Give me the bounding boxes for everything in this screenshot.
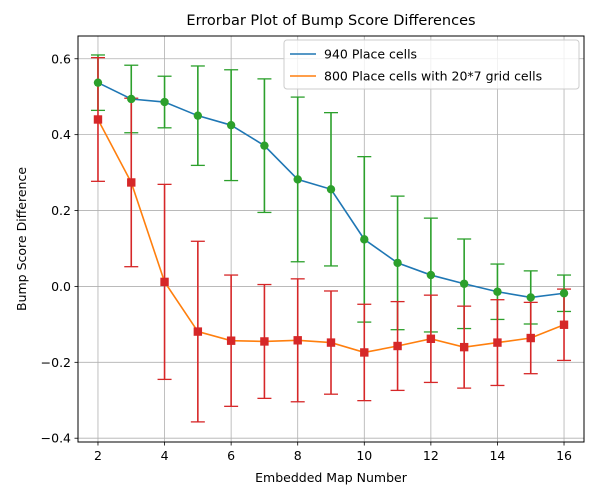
data-point-940-place-cells [227,121,235,129]
data-point-800-place-cells [560,321,568,329]
data-point-940-place-cells [393,259,401,267]
y-tick-label: 0.0 [51,279,71,294]
data-point-800-place-cells [493,338,501,346]
data-point-800-place-cells [227,336,235,344]
data-point-940-place-cells [194,111,202,119]
legend-label-940-place-cells: 940 Place cells [324,47,417,62]
legend: 940 Place cells 800 Place cells with 20*… [284,40,579,89]
data-point-800-place-cells [393,342,401,350]
x-tick-label: 2 [94,448,102,463]
data-point-940-place-cells [560,289,568,297]
data-point-940-place-cells [527,293,535,301]
data-point-800-place-cells [127,178,135,186]
data-point-800-place-cells [194,327,202,335]
x-tick-label: 10 [356,448,372,463]
data-point-940-place-cells [94,78,102,86]
data-point-940-place-cells [427,271,435,279]
x-tick-label: 8 [294,448,302,463]
x-tick-label: 12 [423,448,439,463]
data-point-940-place-cells [327,185,335,193]
data-point-940-place-cells [294,175,302,183]
legend-label-800-place-cells: 800 Place cells with 20*7 grid cells [324,69,542,84]
data-point-940-place-cells [493,288,501,296]
y-tick-label: 0.4 [51,127,71,142]
x-tick-label: 14 [489,448,505,463]
data-point-800-place-cells [260,337,268,345]
data-point-940-place-cells [460,280,468,288]
y-axis-label: Bump Score Difference [14,167,29,311]
y-tick-label: 0.2 [51,203,71,218]
data-point-800-place-cells [460,343,468,351]
data-point-800-place-cells [327,338,335,346]
data-point-800-place-cells [294,336,302,344]
data-point-800-place-cells [94,115,102,123]
data-point-940-place-cells [127,95,135,103]
data-point-800-place-cells [160,278,168,286]
chart-title: Errorbar Plot of Bump Score Differences [186,13,475,29]
x-axis-label: Embedded Map Number [255,470,408,485]
y-tick-label: −0.4 [41,431,71,446]
x-tick-label: 4 [161,448,169,463]
y-tick-label: −0.2 [41,355,71,370]
x-tick-label: 6 [227,448,235,463]
data-point-800-place-cells [527,334,535,342]
x-tick-label: 16 [556,448,572,463]
data-point-800-place-cells [427,335,435,343]
data-point-940-place-cells [260,141,268,149]
data-point-940-place-cells [160,98,168,106]
data-point-800-place-cells [360,348,368,356]
y-tick-label: 0.6 [51,51,71,66]
data-point-940-place-cells [360,235,368,243]
